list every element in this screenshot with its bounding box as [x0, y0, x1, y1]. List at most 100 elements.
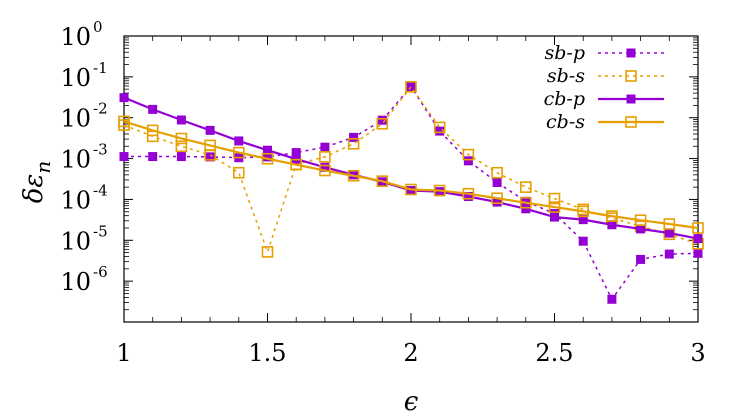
legend-marker-cb-s — [625, 116, 637, 128]
data-point-sb-p — [463, 156, 473, 166]
x-tick-label: 1.5 — [248, 339, 286, 367]
y-tick-label: 10 — [60, 146, 91, 174]
data-point-sb-p — [377, 115, 387, 125]
data-point-sb-s — [548, 192, 561, 205]
data-point-sb-p — [664, 249, 674, 259]
y-tick-base: 10 — [60, 23, 91, 51]
data-point-cb-s — [433, 184, 446, 197]
y-tick-base: 10 — [60, 64, 91, 92]
series-cb-s — [118, 115, 704, 234]
x-tick-label: 1 — [116, 339, 131, 367]
y-axis-title: δεn — [19, 161, 55, 204]
data-point-sb-p — [263, 152, 272, 162]
series-line-cb-p — [123, 96, 699, 240]
data-point-cb-p — [492, 197, 502, 207]
y-axis-title-main: δε — [19, 174, 49, 204]
y-tick-base: 10 — [60, 268, 91, 296]
y-tick-label: 10 — [60, 64, 91, 92]
data-point-cb-s — [376, 175, 389, 187]
data-point-cb-s — [405, 183, 417, 196]
data-point-cb-s — [347, 169, 360, 182]
x-tick-label: 3 — [690, 339, 705, 367]
data-point-sb-s — [319, 151, 331, 163]
x-axis-title: ϵ — [404, 387, 419, 417]
data-point-cb-p — [463, 191, 473, 201]
data-point-cb-p — [435, 187, 445, 197]
legend-marker-sb-p — [626, 48, 636, 58]
data-point-cb-p — [263, 145, 272, 155]
y-tick-exponent: -5 — [93, 222, 108, 240]
legend-marker-cb-p — [626, 94, 636, 104]
data-point-sb-p — [119, 152, 129, 162]
data-point-sb-p — [578, 236, 588, 246]
data-point-cb-s — [663, 218, 676, 230]
y-tick-exponent: -4 — [93, 181, 108, 199]
data-point-cb-p — [693, 234, 703, 244]
x-tick-label: 2.5 — [535, 339, 573, 367]
data-point-cb-s — [146, 124, 159, 137]
y-tick-base: 10 — [60, 105, 91, 133]
y-tick-label: 10 — [60, 227, 91, 255]
data-point-cb-s — [519, 196, 532, 209]
y-tick-exponent: -3 — [93, 141, 108, 159]
data-point-cb-s — [233, 146, 245, 159]
series-layer — [118, 81, 704, 304]
data-point-sb-s — [175, 140, 188, 153]
data-point-sb-p — [435, 126, 445, 136]
data-point-sb-s — [519, 181, 532, 193]
y-tick-exponent: 0 — [93, 18, 103, 36]
data-point-sb-s — [433, 121, 446, 134]
data-point-cb-p — [119, 93, 129, 103]
data-point-sb-p — [320, 142, 330, 152]
y-tick-label: 10 — [60, 105, 91, 133]
data-point-sb-p — [205, 152, 215, 162]
data-point-cb-s — [118, 115, 130, 128]
data-point-cb-s — [204, 139, 216, 152]
data-point-sb-p — [693, 248, 703, 258]
data-point-cb-s — [634, 214, 647, 227]
data-point-sb-s — [233, 166, 245, 179]
y-tick-exponent: -1 — [93, 59, 108, 77]
legend-label-cb-s: cb-s — [546, 111, 585, 133]
data-point-cb-p — [664, 228, 674, 238]
data-point-cb-s — [692, 222, 704, 234]
data-point-sb-s — [491, 166, 503, 179]
legend-marker-sb-s — [625, 70, 637, 82]
data-point-cb-p — [176, 115, 186, 125]
data-point-cb-s — [175, 132, 188, 145]
legend-label-cb-p: cb-p — [544, 88, 585, 110]
legend-label-sb-s: sb-s — [547, 65, 585, 87]
data-point-sb-p — [636, 254, 646, 264]
data-point-cb-p — [234, 136, 244, 146]
x-tick-label: 2 — [403, 339, 418, 367]
data-point-cb-p — [550, 212, 559, 222]
data-point-cb-s — [261, 152, 274, 165]
data-point-sb-s — [347, 137, 360, 150]
y-axis-title-subscript: n — [31, 161, 55, 174]
data-point-cb-s — [491, 192, 503, 205]
y-tick-label: 10 — [60, 186, 91, 214]
plot-border — [123, 35, 699, 323]
y-tick-base: 10 — [60, 186, 91, 214]
data-point-sb-s — [462, 148, 475, 161]
data-point-cb-p — [320, 162, 330, 172]
data-point-cb-s — [548, 201, 561, 213]
legend: sb-psb-scb-pcb-s — [544, 42, 664, 133]
data-point-sb-s — [261, 246, 274, 258]
series-sb-s — [118, 81, 704, 258]
y-tick-base: 10 — [60, 146, 91, 174]
data-point-sb-p — [406, 82, 416, 92]
data-point-cb-p — [636, 224, 646, 234]
data-point-sb-p — [607, 294, 617, 304]
plot-frame — [123, 35, 699, 323]
data-point-sb-s — [376, 117, 389, 130]
data-point-sb-p — [349, 132, 359, 142]
data-point-sb-p — [148, 152, 158, 162]
y-tick-exponent: -2 — [93, 100, 108, 118]
data-point-cb-s — [577, 205, 590, 218]
y-tick-base: 10 — [60, 227, 91, 255]
y-tick-label: 10 — [60, 23, 91, 51]
data-point-cb-p — [148, 104, 158, 114]
